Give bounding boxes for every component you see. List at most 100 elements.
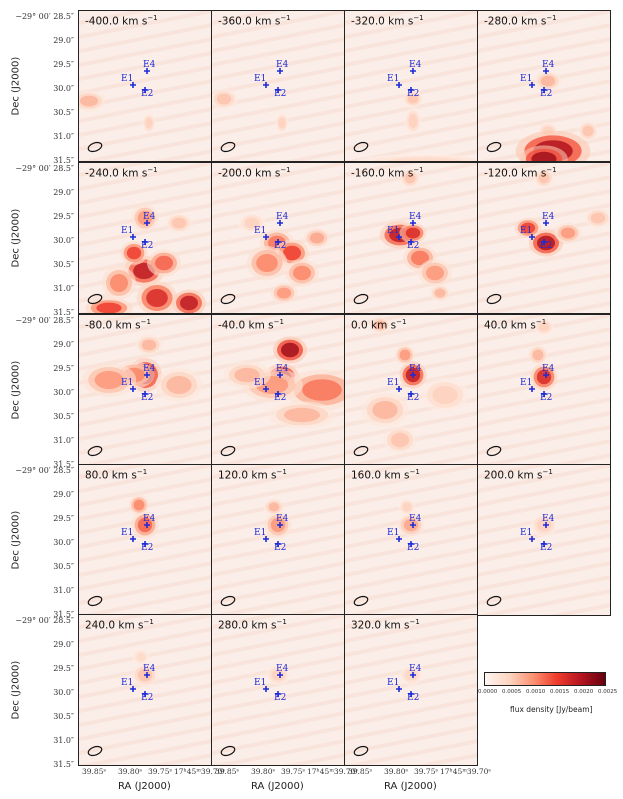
channel-panel: E4 E1 E2 200.0 km s−1 — [477, 464, 611, 616]
noise-stripe — [79, 11, 151, 26]
noise-stripe — [212, 589, 344, 615]
velocity-value: 40.0 km s — [484, 319, 536, 332]
noise-stripe — [345, 65, 477, 96]
channel-panel: E4 E1 E2 -400.0 km s−1 — [78, 10, 212, 162]
noise-stripe — [79, 627, 211, 658]
velocity-value: 120.0 km s — [218, 469, 277, 482]
noise-stripe — [283, 753, 344, 765]
noise-stripe — [283, 301, 344, 313]
beam-ellipse — [87, 293, 103, 305]
x-tick-label: 17ʰ45ᵐ39.70ˢ — [440, 767, 491, 776]
emission-blob — [180, 295, 198, 311]
y-tick-label: 30.5″ — [53, 712, 74, 721]
noise-stripe — [478, 547, 610, 578]
position-marker: E1 — [254, 226, 269, 240]
position-marker: E4 — [276, 212, 289, 226]
noise-stripe — [345, 627, 477, 658]
noise-stripe — [212, 121, 344, 152]
position-marker: E4 — [409, 664, 422, 678]
channel-panel: E4 E1 E2 -40.0 km s−1 — [211, 314, 345, 466]
position-marker: E2 — [540, 391, 552, 403]
noise-stripe — [345, 615, 417, 630]
noise-stripe — [478, 11, 610, 40]
x-axis-title: RA (J2000) — [384, 781, 437, 792]
marker-label: E4 — [409, 514, 422, 524]
y-tick-label: 29.0″ — [53, 340, 74, 349]
position-marker: E1 — [387, 74, 402, 88]
velocity-value: -280.0 km s — [484, 15, 547, 28]
position-marker: E2 — [274, 691, 286, 703]
y-tick-label: 31.5″ — [53, 610, 74, 619]
marker-label: E1 — [520, 226, 532, 236]
y-tick-label: 30.0″ — [53, 538, 74, 547]
velocity-label: 280.0 km s−1 — [218, 618, 287, 632]
emission-blob — [155, 255, 173, 271]
position-marker: E2 — [141, 541, 153, 553]
emission-blob — [309, 232, 325, 244]
noise-stripe — [345, 259, 477, 290]
noise-stripe — [79, 477, 211, 508]
y-tick-label: 29.5″ — [53, 60, 74, 69]
emission-blob — [166, 376, 192, 394]
emission-blob — [216, 93, 232, 105]
velocity-label: 0.0 km s−1 — [351, 318, 406, 332]
velocity-value: -160.0 km s — [351, 167, 414, 180]
noise-stripe — [345, 711, 477, 742]
beam-ellipse — [353, 595, 369, 607]
marker-label: E4 — [409, 212, 422, 222]
position-marker: E1 — [254, 678, 269, 692]
marker-label: E1 — [254, 678, 266, 688]
noise-stripe — [79, 37, 211, 68]
noise-stripe — [345, 175, 477, 206]
noise-stripe — [549, 453, 610, 465]
emission-blob — [284, 407, 320, 423]
noise-stripe — [478, 589, 610, 615]
channel-panel: E4 E1 E2 160.0 km s−1 — [344, 464, 478, 616]
x-tick-label: 17ʰ45ᵐ39.70ˢ — [174, 767, 225, 776]
velocity-unit-exponent: −1 — [413, 166, 424, 174]
marker-label: E2 — [274, 393, 286, 403]
position-marker: E2 — [407, 239, 419, 251]
velocity-value: -200.0 km s — [218, 167, 281, 180]
emission-blob — [408, 113, 418, 129]
velocity-value: 200.0 km s — [484, 469, 543, 482]
noise-stripe — [79, 93, 211, 124]
colorbar-tick-label: 0.0020 — [574, 689, 594, 695]
marker-label: E1 — [520, 74, 532, 84]
x-tick-label: 39.80ˢ — [251, 767, 275, 776]
noise-stripe — [478, 491, 610, 522]
noise-stripe — [212, 189, 344, 220]
beam-ellipse — [87, 745, 103, 757]
position-marker: E2 — [141, 87, 153, 99]
noise-stripe — [345, 561, 477, 592]
noise-stripe — [478, 245, 610, 276]
y-tick-label: −29° 00′ 28.5″ — [15, 316, 74, 325]
noise-stripe — [212, 615, 344, 644]
noise-stripe — [345, 697, 477, 728]
noise-stripe — [212, 37, 344, 68]
position-marker: E4 — [276, 514, 289, 528]
noise-stripe — [79, 217, 211, 248]
emission-blob — [405, 227, 421, 239]
emission-map: E4 E1 E2 — [212, 11, 344, 161]
position-marker: E1 — [520, 528, 535, 542]
noise-stripe — [478, 163, 550, 178]
emission-blob — [110, 274, 128, 292]
velocity-unit-exponent: −1 — [280, 166, 291, 174]
position-marker: E4 — [276, 364, 289, 378]
y-tick-label: −29° 00′ 28.5″ — [15, 164, 74, 173]
emission-map: E4 E1 E2 — [79, 163, 211, 313]
emission-blob — [537, 235, 555, 251]
noise-stripe — [478, 561, 610, 592]
emission-blob — [374, 320, 386, 330]
channel-panel: E4 E1 E2 80.0 km s−1 — [78, 464, 212, 616]
emission-blob — [94, 371, 124, 389]
noise-stripe — [478, 51, 610, 82]
channel-panel: E4 E1 E2 320.0 km s−1 — [344, 614, 478, 766]
position-marker: E4 — [276, 60, 289, 74]
position-marker: E1 — [254, 378, 269, 392]
emission-blob — [234, 367, 260, 383]
emission-blob — [145, 117, 153, 129]
beam-ellipse — [353, 745, 369, 757]
y-axis-title: Dec (J2000) — [10, 510, 22, 570]
